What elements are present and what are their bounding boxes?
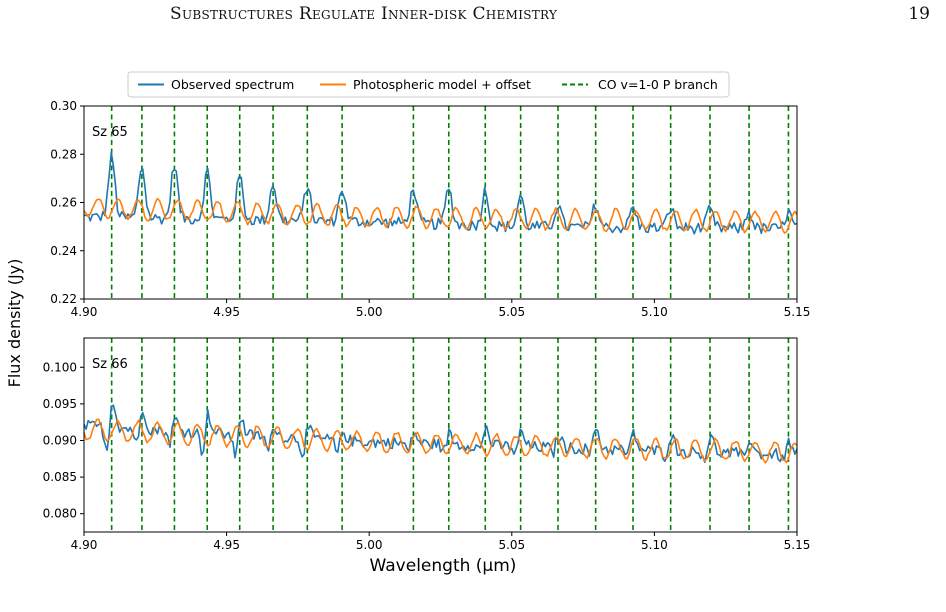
panel-sz66: 4.90 4.95 5.00 5.05 5.10 5.15 0.080 0.085 0.090 0…	[43, 337, 811, 552]
y-tick-label: 0.26	[50, 196, 77, 210]
x-tick-label: 5.10	[641, 305, 668, 319]
x-tick-label: 4.95	[213, 305, 240, 319]
y-tick-label: 0.085	[43, 470, 77, 484]
x-axis-title: Wavelength (μm)	[370, 556, 517, 576]
x-tick-label: 4.90	[71, 538, 98, 552]
x-tick-label: 4.95	[213, 538, 240, 552]
panel-label: Sz 66	[92, 357, 128, 372]
series-observed-line	[83, 151, 798, 235]
x-tick-label: 5.10	[641, 538, 668, 552]
y-tick-label: 0.28	[50, 147, 77, 161]
series-model-line	[83, 197, 798, 234]
legend-frame	[127, 71, 730, 98]
plot-frame	[83, 337, 798, 533]
plot-frame	[83, 105, 798, 300]
x-tick-label: 5.05	[498, 305, 525, 319]
y-tick-label: 0.080	[43, 507, 77, 521]
legend-label-model: Photospheric model + offset	[353, 77, 531, 92]
y-tick-label: 0.095	[43, 397, 77, 411]
page-number: 19	[908, 4, 930, 24]
running-head: Substructures Regulate Inner-disk Chemis…	[170, 4, 558, 24]
series-model-line	[83, 418, 798, 464]
y-tick-label: 0.24	[50, 244, 77, 258]
y-tick-label: 0.22	[50, 292, 77, 306]
y-tick-label: 0.090	[43, 433, 77, 447]
x-tick-label: 4.90	[71, 305, 98, 319]
y-tick-label: 0.30	[50, 99, 77, 113]
x-tick-label: 5.05	[498, 538, 525, 552]
y-tick-label: 0.100	[43, 360, 77, 374]
x-tick-label: 5.00	[356, 538, 383, 552]
page-header: Substructures Regulate Inner-disk Chemis…	[0, 0, 946, 40]
x-tick-label: 5.15	[784, 305, 811, 319]
x-tick-label: 5.15	[784, 538, 811, 552]
legend-label-observed: Observed spectrum	[171, 77, 294, 92]
panel-sz65: 4.90 4.95 5.00 5.05 5.10 5.15 0.22 0.24 0.26 0.28…	[50, 99, 810, 319]
x-tick-label: 5.00	[356, 305, 383, 319]
legend-label-co: CO v=1-0 P branch	[598, 77, 718, 92]
legend: Observed spectrum Photospheric model + o…	[127, 71, 730, 98]
y-axis-title: Flux density (Jy)	[5, 259, 24, 388]
panel-label: Sz 65	[92, 125, 128, 140]
series-observed-line	[83, 404, 798, 464]
